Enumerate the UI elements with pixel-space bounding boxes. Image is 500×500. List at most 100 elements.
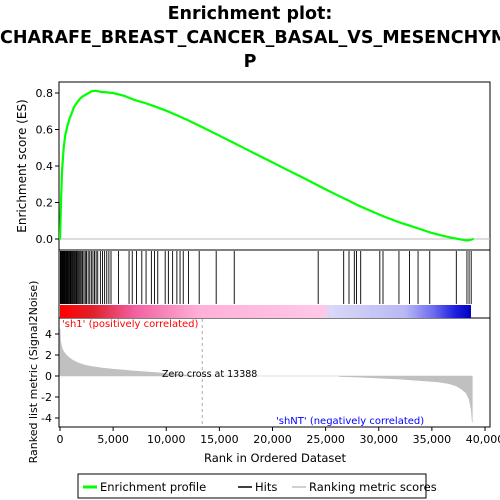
es-point [472, 238, 475, 240]
metric-axis-label: Ranked list metric (Signal2Noise) [27, 281, 40, 464]
es-point [100, 91, 103, 93]
es-point [303, 177, 306, 180]
es-point [112, 92, 114, 94]
es-point [292, 172, 295, 174]
axes-layer: 0.0 0.2 0.4 0.6 0.8 -4 -2 0 2 4 0 5,000 10,000 15,000… [36, 87, 500, 446]
x-tick-label: 15,000 [200, 433, 239, 446]
legend-item-hits: Hits [255, 480, 277, 494]
es-point [229, 140, 231, 142]
es-point [154, 105, 157, 108]
es-point [409, 225, 412, 227]
es-point [81, 95, 84, 98]
es-point [457, 238, 460, 240]
es-point [462, 239, 465, 241]
es-point [94, 90, 96, 92]
es-point [77, 100, 79, 103]
metric-y-tick-label: 4 [45, 328, 52, 341]
es-layer [58, 89, 490, 242]
es-point [324, 188, 327, 191]
es-point [68, 117, 71, 120]
es-point [197, 124, 199, 126]
x-tick-label: 25,000 [306, 433, 345, 446]
es-y-tick-label: 0.6 [36, 124, 54, 137]
es-point [441, 234, 444, 237]
es-point [87, 92, 90, 94]
legend: Enrichment profile Hits Ranking metric s… [77, 473, 437, 499]
es-point [367, 209, 369, 211]
metric-y-tick-label: 2 [45, 349, 52, 362]
x-tick-label: 30,000 [360, 433, 399, 446]
es-point [91, 90, 93, 92]
x-tick-label: 20,000 [253, 433, 292, 446]
es-y-tick-label: 0.8 [36, 87, 54, 100]
es-point [64, 134, 67, 136]
es-point [103, 91, 106, 93]
es-y-tick-label: 0.0 [36, 233, 54, 246]
es-point [261, 156, 263, 158]
es-axis-label: Enrichment score (ES) [15, 99, 29, 232]
x-tick-label: 10,000 [147, 433, 186, 446]
es-point [66, 125, 69, 127]
chart-title: Enrichment plot: CHARAFE_BREAST_CANCER_B… [0, 2, 500, 74]
es-point [420, 228, 423, 231]
es-point [469, 239, 471, 241]
hits-layer [59, 251, 472, 304]
positive-label: 'sh1' (positively correlated) [62, 319, 199, 330]
es-point [186, 119, 189, 121]
es-point [79, 97, 81, 100]
es-point [133, 99, 136, 101]
es-point [250, 150, 253, 153]
metric-layer [59, 319, 473, 426]
legend-box [77, 473, 427, 499]
es-point [176, 114, 178, 117]
es-point [399, 221, 401, 224]
ranked-list-heatmap [60, 305, 471, 318]
metric-area [59, 328, 473, 423]
es-point [377, 213, 380, 216]
es-point [346, 198, 348, 201]
x-tick-label: 5,000 [97, 433, 129, 446]
x-tick-label: 40,000 [466, 433, 500, 446]
es-point [73, 106, 75, 109]
es-point [70, 112, 73, 114]
es-y-tick-label: 0.4 [36, 160, 54, 173]
es-point [107, 91, 109, 94]
zero-cross-label: Zero cross at 13388 [162, 369, 257, 380]
x-tick-label: 0 [57, 433, 64, 446]
es-point [282, 167, 284, 169]
es-point [61, 168, 63, 171]
es-point [314, 183, 316, 185]
es-point [75, 103, 77, 105]
es-point [60, 198, 62, 200]
metric-y-tick-label: 0 [45, 370, 52, 383]
es-point [466, 239, 468, 242]
es-point [165, 109, 168, 112]
es-point [388, 217, 391, 220]
es-point [144, 102, 146, 104]
es-point [59, 238, 61, 240]
legend-item-enrichment-profile: Enrichment profile [100, 480, 206, 494]
es-point [218, 134, 221, 137]
title-line-2: CHARAFE_BREAST_CANCER_BASAL_VS_MESENCHYM… [0, 28, 500, 48]
es-point [452, 237, 454, 239]
es-point [335, 193, 338, 196]
title-line-3: P [243, 52, 257, 72]
es-point [356, 204, 359, 206]
es-point [62, 146, 65, 149]
title-line-1: Enrichment plot: [167, 4, 333, 24]
legend-item-ranking-metric: Ranking metric scores [309, 480, 437, 494]
metric-y-tick-label: -2 [41, 391, 52, 404]
es-point [122, 94, 125, 97]
x-tick-label: 35,000 [413, 433, 452, 446]
metric-y-tick-label: -4 [41, 412, 52, 425]
x-axis-label: Rank in Ordered Dataset [204, 451, 347, 465]
es-y-tick-label: 0.2 [36, 197, 54, 210]
negative-label: 'shNT' (negatively correlated) [276, 416, 424, 427]
es-point [271, 161, 274, 164]
es-point [84, 94, 87, 96]
es-point [239, 145, 242, 148]
es-point [431, 232, 433, 234]
es-point [207, 129, 210, 132]
es-point [97, 90, 100, 92]
